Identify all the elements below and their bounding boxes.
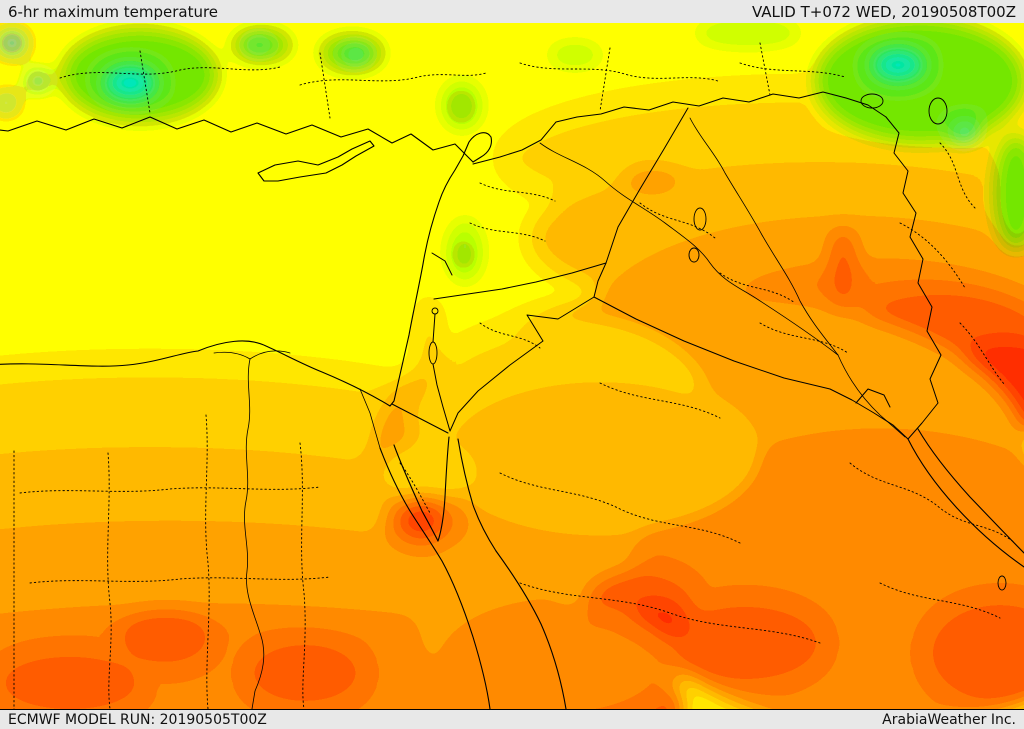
attribution-label: ArabiaWeather Inc. xyxy=(882,711,1016,728)
gulf-of-suez-west-shore xyxy=(379,447,491,709)
turkey-syria-border xyxy=(472,91,887,165)
temperature-field xyxy=(0,23,1024,709)
rivers xyxy=(213,117,906,709)
mediterranean-coastline xyxy=(0,132,492,407)
lakes xyxy=(428,93,1007,591)
lake-tharthar-outline xyxy=(693,207,707,231)
lake-van-outline xyxy=(860,93,884,109)
admin-border-iraq xyxy=(639,202,849,354)
map-title: 6-hr maximum temperature xyxy=(8,2,219,21)
tigris-river xyxy=(689,117,839,356)
weather-map xyxy=(0,23,1024,709)
admin-border-saudi xyxy=(499,382,1016,644)
top-title-bar: 6-hr maximum temperature VALID T+072 WED… xyxy=(0,0,1024,23)
jordan-iraq-border xyxy=(593,262,607,298)
model-run-label: ECMWF MODEL RUN: 20190505T00Z xyxy=(8,711,267,728)
country-borders xyxy=(391,91,942,440)
red-sea-east-coastline xyxy=(495,550,567,709)
suez-canal xyxy=(359,388,381,449)
nile-delta-branch-east xyxy=(249,350,291,360)
gulf-of-suez-east-shore xyxy=(393,444,439,542)
shatt-al-arab xyxy=(837,354,906,438)
temperature-map-svg xyxy=(0,23,1024,709)
admin-border-iran xyxy=(899,142,1006,386)
gulf-of-aqaba-west-shore xyxy=(437,436,450,542)
dead-sea-outline xyxy=(428,341,438,365)
nile-river xyxy=(244,358,265,709)
admin-borders xyxy=(13,42,1016,709)
lake-urmia-outline xyxy=(928,97,948,125)
lake-razzaza-outline xyxy=(688,247,700,263)
admin-border-syria xyxy=(469,182,556,242)
turkey-south-coastline xyxy=(0,116,474,163)
egypt-israel-border xyxy=(391,403,449,434)
coastlines xyxy=(0,116,1024,709)
bottom-info-bar: ECMWF MODEL RUN: 20190505T00Z ArabiaWeat… xyxy=(0,709,1024,729)
gulf-of-aqaba-east-shore xyxy=(457,438,497,552)
jordan-syria-border xyxy=(433,262,607,300)
euphrates-river xyxy=(539,142,839,356)
kuwait-border xyxy=(855,388,891,408)
jordan-saudi-border xyxy=(449,296,595,432)
saudi-iraq-border xyxy=(593,296,909,440)
cyprus-outline xyxy=(257,140,375,182)
sea-of-galilee-outline xyxy=(431,307,439,315)
admin-border-turkey xyxy=(59,42,846,119)
persian-gulf-southwest-shore xyxy=(907,438,1024,568)
valid-time-label: VALID T+072 WED, 20190508T00Z xyxy=(751,2,1016,21)
persian-gulf-northwest-shore xyxy=(917,428,1024,554)
syria-iraq-border xyxy=(605,107,689,264)
nile-delta-branch-west xyxy=(213,351,251,360)
iraq-iran-border xyxy=(885,116,942,440)
lebanon-syria-border xyxy=(431,252,453,276)
admin-border-egypt xyxy=(13,414,431,709)
israel-jordan-valley-line xyxy=(432,313,451,432)
bahrain-outline xyxy=(997,575,1007,591)
